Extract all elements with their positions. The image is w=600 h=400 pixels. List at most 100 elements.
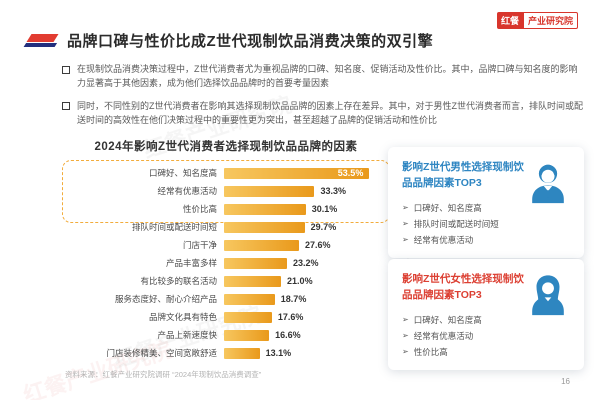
bar-rows: 口碑好、知名度高 53.5% 经常有优惠活动 33.3% 性价比高 30.1% 排队时间或配… — [65, 164, 387, 362]
bar: 53.5% — [224, 167, 370, 179]
bullet-item: 在现制饮品消费决策过程中，Z世代消费者尤为重视品牌的口碑、知名度、促销活动及性价… — [62, 63, 586, 91]
bar-row: 品牌文化具有特色 17.6% — [65, 308, 387, 326]
arrow-bullet-icon: ➢ — [402, 235, 409, 244]
bar-value-label: 16.6% — [275, 330, 301, 340]
bullet-text: 在现制饮品消费决策过程中，Z世代消费者尤为重视品牌的口碑、知名度、促销活动及性价… — [77, 64, 578, 88]
bar-track: 53.5% — [224, 167, 387, 179]
bar — [224, 257, 288, 269]
panel-list-item: ➢ 口碑好、知名度高 — [402, 202, 572, 214]
bar-row: 服务态度好、耐心介绍产品 18.7% — [65, 290, 387, 308]
bar-row: 口碑好、知名度高 53.5% — [65, 164, 387, 182]
bar-row: 门店干净 27.6% — [65, 236, 387, 254]
panel-items: ➢ 口碑好、知名度高 ➢ 排队时间或配送时间短 ➢ 经常有优惠活动 — [402, 202, 572, 246]
bar-track: 30.1% — [224, 203, 387, 215]
bar — [224, 203, 306, 215]
arrow-bullet-icon: ➢ — [402, 315, 409, 324]
bar-track: 23.2% — [224, 257, 387, 269]
bullet-text: 同时，不同性别的Z世代消费者在影响其选择现制饮品品牌的因素上存在差异。其中，对于… — [77, 100, 583, 125]
bar-track: 16.6% — [224, 329, 387, 341]
square-bullet-icon — [62, 65, 70, 74]
accent-blue-shape — [23, 42, 58, 46]
bar — [224, 347, 260, 359]
panel-list-item: ➢ 经常有优惠活动 — [402, 234, 572, 246]
bar — [224, 185, 315, 197]
panel-list-item: ➢ 口碑好、知名度高 — [402, 314, 572, 326]
title-accent-icon — [23, 33, 59, 48]
panel-item-text: 口碑好、知名度高 — [413, 314, 482, 325]
title-row: 品牌口碑与性价比成Z世代现制饮品消费决策的双引擎 — [23, 30, 434, 51]
bar-value-label: 33.3% — [320, 186, 346, 196]
bar — [224, 221, 305, 233]
bar-value-label: 29.7% — [310, 222, 337, 232]
bar-category-label: 排队时间或配送时间短 — [131, 222, 217, 232]
panel-item-text: 排队时间或配送时间短 — [413, 218, 499, 229]
bar-value-label: 18.7% — [280, 294, 307, 304]
bar-row: 经常有优惠活动 33.3% — [65, 182, 387, 200]
arrow-bullet-icon: ➢ — [402, 219, 409, 228]
panel-list-item: ➢ 经常有优惠活动 — [402, 330, 572, 342]
square-bullet-icon — [62, 102, 70, 111]
source-note: 资料来源：红餐产业研究院调研 “2024年现制饮品消费调查” — [65, 370, 262, 379]
bar-category-label: 经常有优惠活动 — [157, 186, 217, 196]
bar-track: 13.1% — [224, 347, 387, 359]
panel-item-text: 口碑好、知名度高 — [413, 202, 482, 213]
bar-category-label: 门店干净 — [182, 240, 217, 250]
chart-title: 2024年影响Z世代消费者选择现制饮品品牌的因素 — [94, 141, 358, 153]
bar — [224, 293, 275, 305]
bar-value-label: 13.1% — [265, 348, 292, 358]
arrow-bullet-icon: ➢ — [402, 347, 409, 356]
bar — [224, 239, 299, 251]
accent-red-shape — [26, 33, 59, 42]
panel-title: 影响Z世代女性选择现制饮品品牌因素TOP3 — [402, 273, 524, 301]
panel-item-text: 经常有优惠活动 — [413, 234, 474, 245]
bar — [224, 329, 270, 341]
bar-category-label: 口碑好、知名度高 — [148, 168, 217, 178]
page-number: 16 — [561, 377, 570, 386]
bar-value-label: 23.2% — [293, 258, 319, 268]
bar-category-label: 产品上新速度快 — [157, 330, 217, 340]
panel-female-top3: 影响Z世代女性选择现制饮品品牌因素TOP3 ➢ 口碑好、知名度高 ➢ 经常有优惠活动 ➢… — [388, 259, 584, 370]
bar-track: 17.6% — [224, 311, 387, 323]
bar-value-label: 53.5% — [337, 168, 364, 178]
panel-items: ➢ 口碑好、知名度高 ➢ 经常有优惠活动 ➢ 性价比高 — [402, 314, 572, 358]
bar-category-label: 服务态度好、耐心介绍产品 — [114, 294, 217, 304]
panel-male-top3: 影响Z世代男性选择现制饮品品牌因素TOP3 ➢ 口碑好、知名度高 ➢ 排队时间或配送时… — [388, 147, 584, 258]
male-user-icon — [532, 164, 564, 204]
bar — [224, 275, 282, 287]
logo-brand-text: 红餐 — [496, 12, 523, 29]
bar-category-label: 门店装修精美、空间宽敞舒适 — [106, 348, 217, 358]
bar-row: 排队时间或配送时间短 29.7% — [65, 218, 387, 236]
panel-title: 影响Z世代男性选择现制饮品品牌因素TOP3 — [402, 161, 524, 189]
logo-suffix-text: 产业研究院 — [522, 12, 578, 29]
arrow-bullet-icon: ➢ — [402, 203, 409, 212]
bar-row: 产品丰富多样 23.2% — [65, 254, 387, 272]
panel-item-text: 性价比高 — [413, 346, 448, 357]
bar-category-label: 性价比高 — [182, 204, 217, 214]
panel-list-item: ➢ 排队时间或配送时间短 — [402, 218, 572, 230]
brand-logo: 红餐 产业研究院 — [496, 12, 578, 29]
bar-track: 29.7% — [224, 221, 387, 233]
summary-bullets: 在现制饮品消费决策过程中，Z世代消费者尤为重视品牌的口碑、知名度、促销活动及性价… — [62, 63, 586, 128]
bar-value-label: 27.6% — [304, 240, 331, 250]
bar-value-label: 30.1% — [311, 204, 338, 214]
bar-category-label: 有比较多的联名活动 — [140, 276, 217, 286]
bar-row: 产品上新速度快 16.6% — [65, 326, 387, 344]
arrow-bullet-icon: ➢ — [402, 331, 409, 340]
bar-value-label: 17.6% — [277, 312, 304, 322]
bar-chart: 口碑好、知名度高 53.5% 经常有优惠活动 33.3% 性价比高 30.1% 排队时间或配… — [62, 160, 390, 362]
panel-list-item: ➢ 性价比高 — [402, 346, 572, 358]
female-user-icon — [532, 275, 564, 316]
bar-track: 18.7% — [224, 293, 387, 305]
bar-value-label: 21.0% — [287, 276, 313, 286]
bar-track: 33.3% — [224, 185, 387, 197]
page-title: 品牌口碑与性价比成Z世代现制饮品消费决策的双引擎 — [67, 33, 434, 50]
bar-row: 性价比高 30.1% — [65, 200, 387, 218]
bullet-item: 同时，不同性别的Z世代消费者在影响其选择现制饮品品牌的因素上存在差异。其中，对于… — [62, 100, 586, 128]
bar-row: 有比较多的联名活动 21.0% — [65, 272, 387, 290]
bar-category-label: 品牌文化具有特色 — [148, 312, 217, 322]
bar-track: 21.0% — [224, 275, 387, 287]
bar-track: 27.6% — [224, 239, 387, 251]
panel-item-text: 经常有优惠活动 — [413, 330, 474, 341]
bar-category-label: 产品丰富多样 — [165, 258, 217, 268]
